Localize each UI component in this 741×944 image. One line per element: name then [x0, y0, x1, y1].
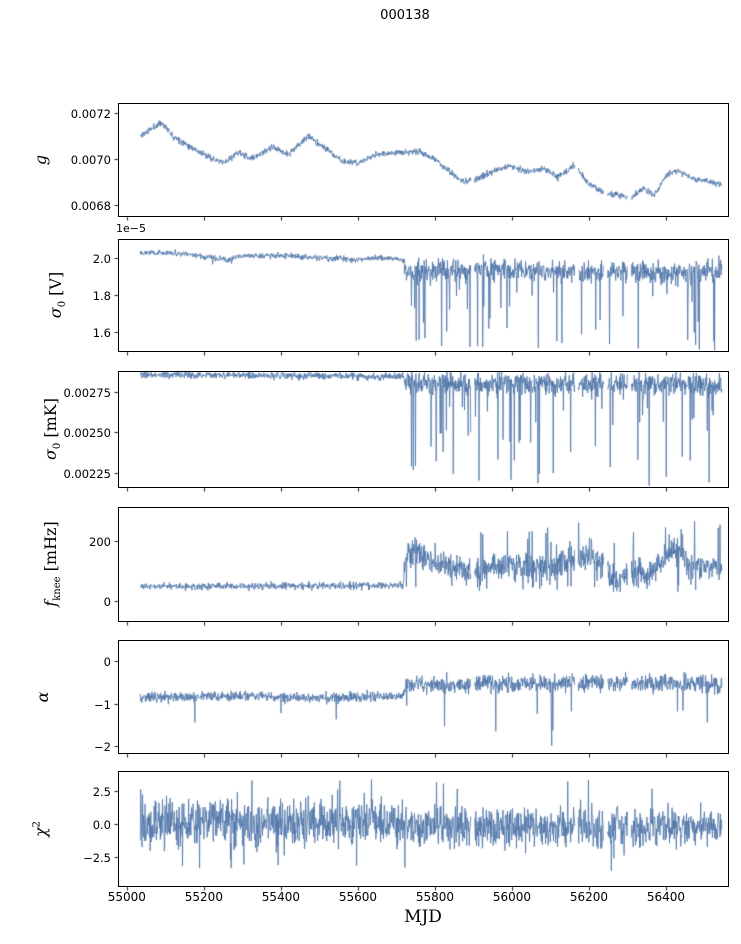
y-tick-label: 1.8	[92, 288, 111, 303]
y-tick-label: 0.0	[92, 817, 111, 832]
y-axis-label-alpha: α	[33, 692, 55, 703]
y-tick-label: 0.00250	[63, 425, 111, 440]
ylabel-sub: knee	[52, 576, 64, 601]
x-tick-label: 56400	[646, 890, 686, 904]
y-axis-label-sigma0-mk: σ0 [mK]	[41, 398, 63, 460]
y-tick-label: 0.0070	[70, 152, 111, 167]
x-tick-label: 55000	[107, 890, 146, 904]
y-tick-label: −2.5	[83, 850, 111, 865]
y-tick-label: 0.00225	[63, 466, 111, 481]
y-tick-label: 2.0	[92, 251, 111, 266]
y-tick-label: 0.0068	[70, 198, 111, 213]
y-tick-label: 0.00275	[63, 385, 111, 400]
y-tick-label: 1.6	[92, 325, 111, 340]
x-tick-label: 56200	[569, 890, 609, 904]
ylabel-unit: [mK]	[40, 398, 60, 443]
y-axis-label-chi2: χ2	[31, 821, 53, 837]
ylabel-sub: 0	[52, 442, 64, 450]
y-axis-label-fknee: fknee [mHz]	[41, 521, 63, 606]
ylabel-unit: [V]	[45, 271, 65, 301]
ylabel-sub: 0	[57, 300, 69, 308]
y-tick-label: −2	[94, 739, 111, 754]
y-tick-label: −1	[94, 697, 111, 712]
ylabel-main: χ	[30, 827, 50, 838]
y-tick-label: 200	[89, 534, 111, 549]
x-tick-label: 55800	[415, 890, 455, 904]
y-tick-label: 0.0072	[70, 106, 111, 121]
y-tick-label: 0	[103, 654, 111, 669]
chart-title: 000138	[380, 8, 430, 23]
y-axis-label-sigma0-v: σ0 [V]	[46, 272, 68, 318]
x-tick-label: 55200	[184, 890, 223, 904]
ylabel-main: σ	[45, 307, 65, 319]
y-axis-offset-text: 1e−5	[116, 222, 146, 235]
x-tick-label: 55400	[261, 890, 300, 904]
y-axis-label-g: g	[31, 155, 53, 165]
y-tick-label: 2.5	[92, 784, 111, 799]
ylabel-main: α	[32, 691, 52, 703]
ylabel-main: σ	[40, 449, 60, 460]
ylabel-sup: 2	[31, 820, 43, 828]
ylabel-unit: [mHz]	[40, 521, 60, 577]
x-axis-label: MJD	[404, 907, 442, 927]
x-tick-label: 56000	[492, 890, 532, 904]
y-tick-label: 0	[103, 594, 111, 609]
ylabel-main: f	[40, 600, 60, 607]
ylabel-main: g	[30, 154, 50, 166]
x-tick-label: 55600	[338, 890, 377, 904]
